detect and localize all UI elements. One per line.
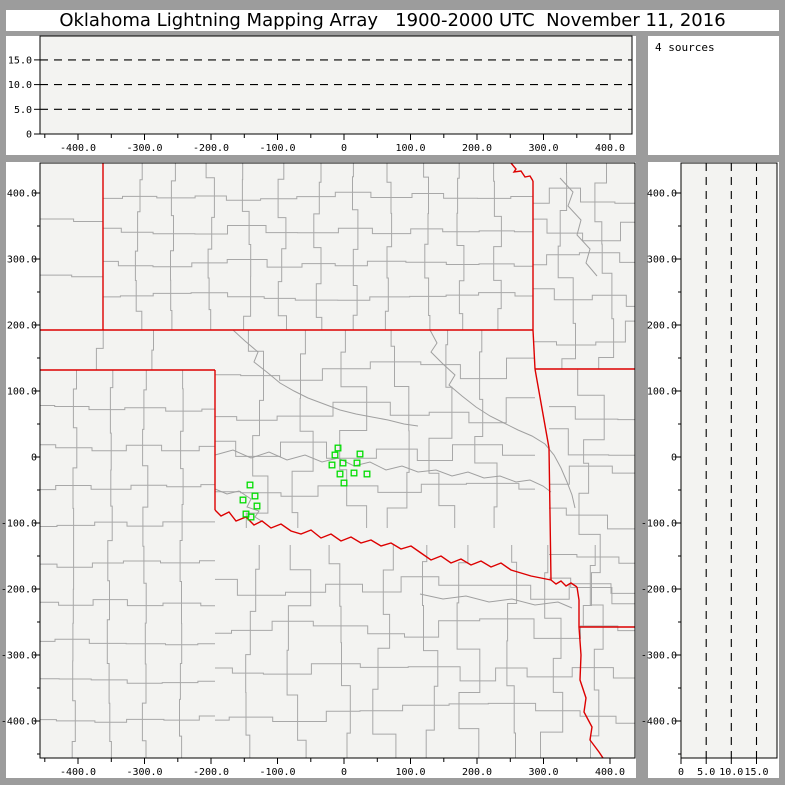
ns-axis-label: -200.0 — [641, 585, 677, 596]
station-marker — [328, 461, 336, 469]
ew-axis-label: 100.0 — [395, 767, 425, 778]
ns-axis-label: -100.0 — [1, 519, 37, 530]
altitude-ew-panel: 0 5.0 10.0 15.0 -400.0 -300.0 -200.0 -100.0 0 100… — [8, 35, 633, 154]
county-region — [215, 545, 635, 758]
rivers — [214, 177, 598, 609]
ns-axis-label: 100.0 — [647, 387, 677, 398]
state-border — [534, 368, 552, 581]
map-layers — [40, 163, 635, 758]
station-marker — [336, 470, 344, 478]
station-marker — [334, 444, 342, 452]
ew-axis-label: 0 — [341, 767, 347, 778]
ew-axis-label: 300.0 — [528, 767, 558, 778]
plan-view-map-panel: 400.0 300.0 200.0 100.0 0 -100.0 -200.0 -300.0 -… — [1, 162, 636, 778]
ew-axis-label: -400.0 — [60, 143, 96, 154]
altitude-ns-plot-area[interactable] — [680, 162, 778, 759]
station-marker — [239, 496, 247, 504]
station-marker — [350, 469, 358, 477]
alt-axis-label: 0 — [678, 767, 684, 778]
river — [419, 593, 573, 609]
state-borders — [40, 163, 635, 758]
ew-axis-label: 400.0 — [595, 143, 625, 154]
station-marker — [363, 470, 371, 478]
alt-axis-label: 5.0 — [697, 767, 715, 778]
ew-axis-label: -200.0 — [193, 767, 229, 778]
station-marker — [339, 459, 347, 467]
river — [214, 488, 264, 523]
station-marker — [340, 479, 348, 487]
station-marker — [356, 450, 364, 458]
ns-axis-label: -300.0 — [641, 651, 677, 662]
station-marker — [353, 459, 361, 467]
station-marker — [251, 492, 259, 500]
alt-axis-label: 0 — [26, 130, 32, 141]
county-region — [95, 330, 154, 370]
alt-axis-label: 15.0 — [8, 55, 32, 66]
ns-axis-label: 300.0 — [647, 255, 677, 266]
state-border — [214, 509, 552, 581]
county-region — [40, 218, 103, 278]
county-region — [533, 163, 635, 369]
sources-count-label: 4 sources — [655, 41, 715, 54]
state-border — [510, 163, 534, 182]
title-bar: Oklahoma Lightning Mapping Array 1900-20… — [6, 10, 779, 31]
ns-axis-label: -100.0 — [641, 519, 677, 530]
ew-axis-label: 200.0 — [462, 143, 492, 154]
ns-axis-label: -400.0 — [1, 717, 37, 728]
state-border — [550, 579, 578, 588]
county-lines — [40, 163, 635, 758]
ew-axis-label: 100.0 — [395, 143, 425, 154]
ns-axis-label: 200.0 — [647, 321, 677, 332]
county-region — [40, 370, 215, 758]
alt-axis-label: 15.0 — [744, 767, 768, 778]
river — [232, 329, 419, 427]
map-frame — [39, 162, 636, 759]
ns-axis-label: -300.0 — [1, 651, 37, 662]
station-marker — [247, 513, 255, 521]
station-marker — [246, 481, 254, 489]
ew-axis-label: 0 — [341, 143, 347, 154]
alt-axis-label: 10.0 — [719, 767, 743, 778]
ns-axis-label: 0 — [31, 453, 37, 464]
ew-axis-label: -400.0 — [60, 767, 96, 778]
state-border — [576, 586, 580, 627]
state-border — [578, 626, 604, 758]
page-title: Oklahoma Lightning Mapping Array 1900-20… — [59, 10, 726, 31]
station-marker — [331, 451, 339, 459]
ns-axis-label: 400.0 — [647, 189, 677, 200]
ns-axis-label: 200.0 — [7, 321, 37, 332]
ns-axis-label: 0 — [671, 453, 677, 464]
ew-axis-label: 200.0 — [462, 767, 492, 778]
river — [559, 177, 598, 277]
ns-axis-label: -400.0 — [641, 717, 677, 728]
ew-axis-label: -100.0 — [259, 767, 295, 778]
county-region — [549, 369, 635, 627]
alt-axis-label: 5.0 — [14, 105, 32, 116]
ew-axis-label: -100.0 — [259, 143, 295, 154]
lma-stations — [239, 444, 371, 521]
plan-view-plot-area[interactable] — [40, 163, 635, 758]
ew-axis-label: -200.0 — [193, 143, 229, 154]
ew-axis-label: -300.0 — [126, 767, 162, 778]
ew-axis-label: 400.0 — [595, 767, 625, 778]
altitude-ns-panel: 0 5.0 10.0 15.0 400.0 300.0 200.0 100.0 0 -100.0 -… — [641, 162, 778, 778]
ew-axis-label: 300.0 — [528, 143, 558, 154]
river — [214, 449, 552, 493]
alt-axis-label: 10.0 — [8, 80, 32, 91]
ns-axis-label: 300.0 — [7, 255, 37, 266]
county-region — [103, 163, 533, 330]
river — [429, 329, 576, 509]
state-border — [532, 329, 536, 370]
ns-axis-label: -200.0 — [1, 585, 37, 596]
sources-count-panel: 4 sources — [648, 36, 779, 155]
ew-axis-label: -300.0 — [126, 143, 162, 154]
station-marker — [253, 502, 261, 510]
ns-axis-label: 100.0 — [7, 387, 37, 398]
ns-axis-label: 400.0 — [7, 189, 37, 200]
